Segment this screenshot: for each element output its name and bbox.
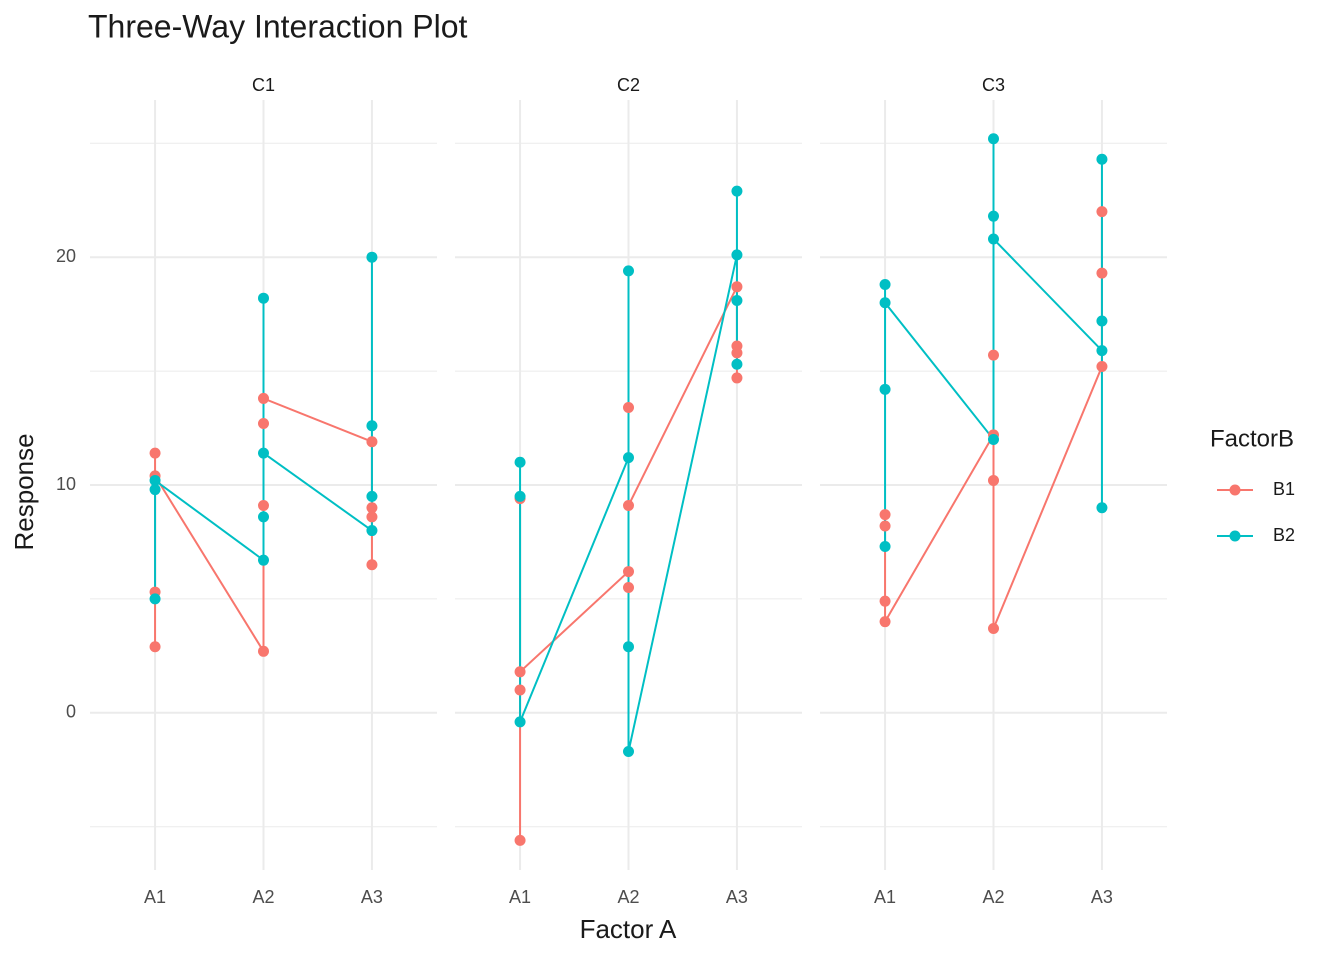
data-point (258, 500, 269, 512)
y-axis-title: Response (9, 433, 39, 550)
x-tick-label: A3 (1091, 887, 1113, 907)
x-tick-label: A3 (361, 887, 383, 907)
x-tick-label: A2 (982, 887, 1004, 907)
data-point (879, 541, 891, 553)
data-point (366, 436, 378, 448)
data-point (623, 500, 634, 512)
data-point (988, 433, 999, 445)
data-point (1096, 502, 1108, 514)
data-point (149, 484, 161, 496)
legend-key (1229, 530, 1241, 542)
data-point (988, 623, 999, 635)
data-point (623, 265, 634, 277)
data-point (879, 520, 891, 532)
data-point (731, 294, 743, 306)
x-tick-label: A3 (726, 887, 748, 907)
data-point (366, 420, 378, 432)
data-point (514, 456, 526, 468)
data-point (258, 554, 269, 566)
data-point (149, 447, 161, 459)
data-point (623, 746, 634, 758)
data-point (366, 251, 378, 263)
data-point (988, 474, 999, 486)
x-tick-label: A1 (509, 887, 531, 907)
legend-label: B2 (1273, 525, 1295, 545)
data-point (514, 834, 526, 846)
x-axis-title: Factor A (580, 914, 677, 944)
data-point (623, 452, 634, 464)
data-point (879, 616, 891, 628)
legend-key (1229, 484, 1241, 496)
data-point (623, 402, 634, 414)
data-point (366, 490, 378, 502)
x-tick-label: A1 (874, 887, 896, 907)
data-point (1096, 361, 1108, 373)
data-point (731, 358, 743, 370)
data-point (731, 281, 743, 293)
data-point (258, 417, 269, 429)
chart-title: Three-Way Interaction Plot (88, 8, 468, 44)
data-point (731, 372, 743, 384)
data-point (149, 474, 161, 486)
data-point (514, 684, 526, 696)
series-line (884, 138, 1103, 547)
facet-label: C3 (982, 75, 1005, 95)
data-point (1096, 206, 1108, 218)
data-point (514, 716, 526, 728)
data-point (149, 641, 161, 653)
data-point (988, 133, 999, 145)
x-tick-label: A2 (617, 887, 639, 907)
data-point (514, 490, 526, 502)
facet-label: C1 (252, 75, 275, 95)
data-point (1096, 345, 1108, 357)
data-point (879, 383, 891, 395)
data-point (1096, 153, 1108, 165)
data-point (258, 292, 269, 304)
data-point (879, 297, 891, 309)
data-point (258, 511, 269, 523)
data-point (879, 509, 891, 521)
data-point (879, 595, 891, 607)
data-point (879, 279, 891, 291)
data-point (366, 502, 378, 514)
data-point (258, 392, 269, 404)
data-point (149, 593, 161, 605)
data-point (258, 645, 269, 657)
data-point (514, 666, 526, 678)
x-tick-label: A1 (144, 887, 166, 907)
data-point (1096, 315, 1108, 327)
y-tick-label: 0 (66, 702, 76, 722)
data-point (623, 582, 634, 594)
data-point (988, 210, 999, 222)
data-point (731, 249, 743, 261)
legend-title: FactorB (1210, 425, 1294, 452)
data-point (366, 559, 378, 571)
data-point (1096, 267, 1108, 279)
data-point (988, 349, 999, 361)
y-tick-label: 10 (56, 474, 76, 494)
data-point (731, 347, 743, 359)
data-point (623, 641, 634, 653)
y-tick-label: 20 (56, 246, 76, 266)
x-tick-label: A2 (252, 887, 274, 907)
data-point (988, 233, 999, 245)
data-point (623, 566, 634, 578)
facet-label: C2 (617, 75, 640, 95)
data-point (366, 511, 378, 523)
data-point (258, 447, 269, 459)
data-point (731, 185, 743, 197)
legend-label: B1 (1273, 479, 1295, 499)
data-point (366, 525, 378, 537)
